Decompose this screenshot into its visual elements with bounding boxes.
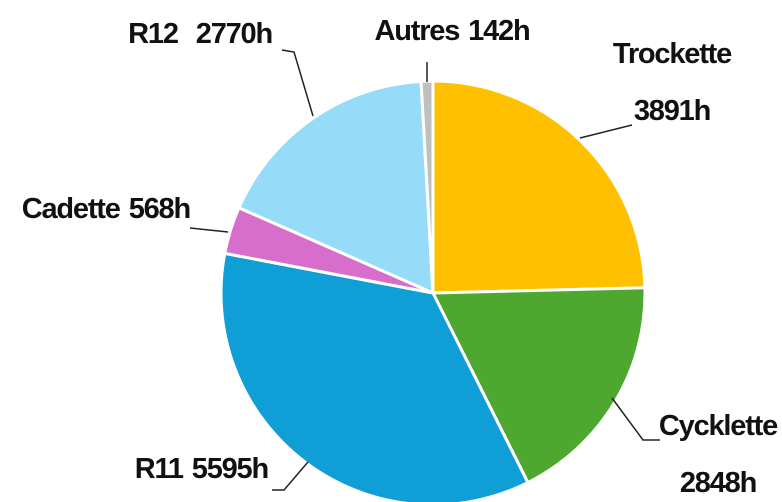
category-label: R12 xyxy=(128,18,178,50)
pie-slice xyxy=(431,79,647,295)
leader-line xyxy=(272,461,309,491)
category-label: Cycklette xyxy=(659,410,778,442)
value-label: 5595h xyxy=(192,453,268,485)
slice-label: Cycklette xyxy=(659,410,778,442)
slice-label: Trockette xyxy=(613,38,732,70)
value-label: 2848h xyxy=(680,467,756,499)
slice-label: R11 5595h xyxy=(135,453,268,485)
category-label: Autres xyxy=(375,15,460,47)
value-label: 3891h xyxy=(634,95,710,127)
leader-line xyxy=(189,227,229,233)
slice-label: 3891h xyxy=(634,95,710,127)
slice-label: Autres 142h xyxy=(375,15,530,47)
value-label: 568h xyxy=(129,193,190,225)
value-label: 2770h xyxy=(196,18,272,50)
category-label: R11 xyxy=(135,453,184,485)
pie-slice xyxy=(236,79,435,296)
leader-line xyxy=(281,49,314,117)
slice-label: Cadette 568h xyxy=(22,193,190,225)
slice-label: 2848h xyxy=(680,467,756,499)
category-label: Trockette xyxy=(613,38,732,70)
leader-line xyxy=(611,397,660,441)
value-label: 142h xyxy=(468,15,529,47)
leader-line xyxy=(579,124,633,139)
slice-label: R12 2770h xyxy=(128,18,272,50)
category-label: Cadette xyxy=(22,193,121,225)
